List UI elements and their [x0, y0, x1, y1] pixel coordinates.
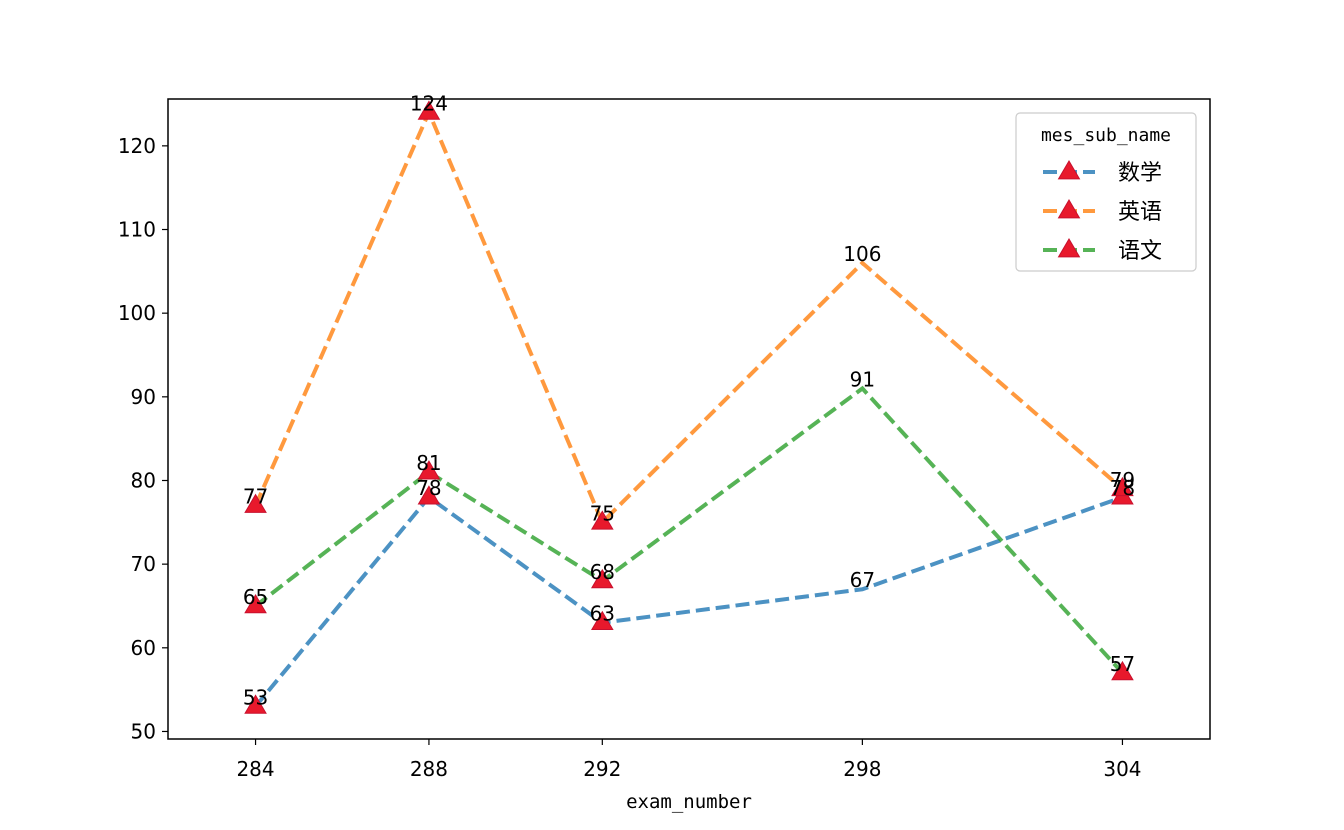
- data-point-marker: [417, 460, 441, 480]
- data-label: 91: [850, 367, 875, 391]
- legend-title: mes_sub_name: [1041, 125, 1171, 146]
- data-label: 75: [590, 501, 615, 525]
- y-tick-label: 60: [131, 636, 156, 660]
- x-tick-label: 284: [236, 757, 274, 781]
- data-label: 106: [843, 242, 881, 266]
- series-line-英语: [253, 107, 1124, 526]
- legend-label: 语文: [1118, 239, 1162, 264]
- axes-frame: [167, 98, 1211, 740]
- data-point-marker: [244, 694, 267, 714]
- x-tick-label: 292: [583, 757, 621, 781]
- legend-box: [1015, 112, 1197, 272]
- legend-marker: [1057, 199, 1081, 219]
- data-label: 79: [1110, 468, 1135, 492]
- x-tick-label: 288: [410, 757, 448, 781]
- data-label: 77: [243, 485, 268, 509]
- data-point-marker: [590, 610, 614, 631]
- data-label: 78: [1110, 476, 1135, 500]
- legend-marker: [1057, 238, 1081, 258]
- y-tick-label: 100: [118, 301, 156, 325]
- data-point-marker: [417, 100, 441, 120]
- data-point-marker: [417, 485, 441, 505]
- data-point-marker: [1111, 476, 1134, 497]
- legend-marker: [1057, 160, 1081, 180]
- axes: 284 288 292 298 304 50 60 70 80 90 100 110 120: [118, 134, 1142, 781]
- legend-label: 数学: [1118, 161, 1162, 186]
- data-label: 78: [416, 476, 441, 500]
- y-tick-label: 70: [131, 552, 156, 576]
- legend-label: 英语: [1118, 200, 1162, 225]
- x-axis-label: exam_number: [626, 791, 752, 813]
- data-point-marker: [244, 493, 267, 513]
- data-point-marker: [590, 510, 614, 530]
- y-tick-label: 80: [131, 468, 156, 492]
- data-label: 65: [243, 585, 268, 609]
- y-tick-label: 50: [131, 719, 156, 743]
- data-label: 81: [416, 451, 441, 475]
- data-point-marker: [590, 568, 614, 589]
- y-tick-label: 120: [118, 134, 156, 158]
- y-tick-label: 90: [131, 385, 156, 409]
- x-tick-label: 304: [1103, 757, 1141, 781]
- data-label: 124: [410, 91, 448, 115]
- data-point-marker: [1111, 660, 1134, 681]
- data-label: 53: [243, 685, 268, 709]
- data-label: 67: [850, 568, 875, 592]
- data-label: 57: [1110, 652, 1135, 676]
- data-label: 63: [590, 602, 615, 626]
- data-label: 68: [590, 560, 615, 584]
- x-tick-label: 298: [843, 757, 881, 781]
- y-tick-label: 110: [118, 218, 156, 242]
- plot-area: 53 78 63 67 78 77 124 75 106 79 65 81 68 91 57: [243, 91, 1135, 714]
- data-point-marker: [244, 593, 267, 614]
